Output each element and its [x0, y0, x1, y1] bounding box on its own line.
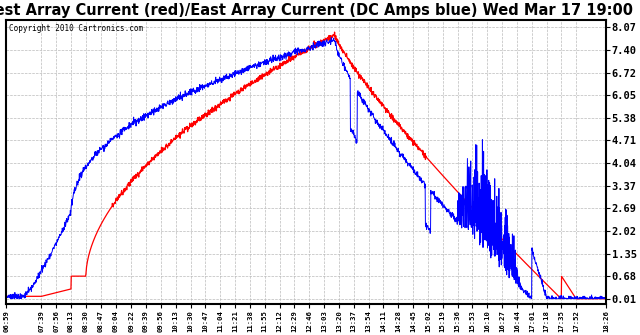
Text: Copyright 2010 Cartronics.com: Copyright 2010 Cartronics.com: [10, 24, 143, 33]
Title: West Array Current (red)/East Array Current (DC Amps blue) Wed Mar 17 19:00: West Array Current (red)/East Array Curr…: [0, 3, 633, 18]
